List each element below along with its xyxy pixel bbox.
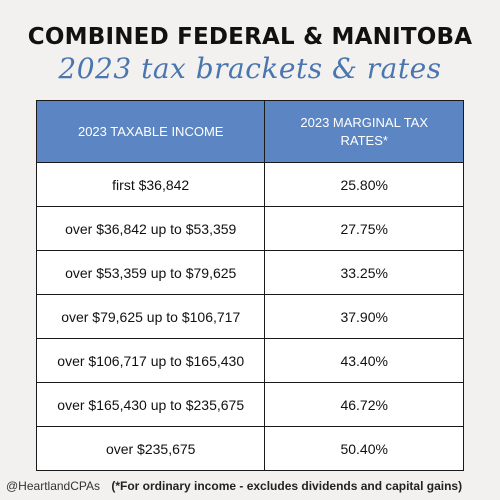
tax-rate-cell: 37.90% [264, 294, 464, 339]
table-row: over $235,675 50.40% [35, 426, 464, 471]
income-bracket-cell: first $36,842 [35, 162, 266, 207]
tax-rate-cell: 27.75% [264, 206, 464, 251]
tax-rate-cell: 25.80% [264, 162, 464, 207]
income-bracket-cell: over $79,625 up to $106,717 [35, 294, 266, 339]
social-handle: @HeartlandCPAs [6, 479, 100, 493]
column-header-marginal-rate: 2023 MARGINAL TAX RATES* [264, 100, 464, 163]
income-bracket-cell: over $235,675 [35, 426, 266, 471]
tax-bracket-table: 2023 TAXABLE INCOME 2023 MARGINAL TAX RA… [35, 100, 464, 471]
table-row: over $36,842 up to $53,359 27.75% [35, 206, 464, 251]
column-header-taxable-income: 2023 TAXABLE INCOME [35, 100, 266, 163]
tax-rate-cell: 33.25% [264, 250, 464, 295]
tax-rate-cell: 50.40% [264, 426, 464, 471]
income-bracket-cell: over $106,717 up to $165,430 [35, 338, 266, 383]
tax-rate-cell: 43.40% [264, 338, 464, 383]
tax-rate-cell: 46.72% [264, 382, 464, 427]
footer: @HeartlandCPAs (*For ordinary income - e… [6, 479, 462, 493]
footnote: (*For ordinary income - excludes dividen… [111, 479, 463, 493]
table-header-row: 2023 TAXABLE INCOME 2023 MARGINAL TAX RA… [35, 100, 464, 163]
table-row: over $79,625 up to $106,717 37.90% [35, 294, 464, 339]
page-title: COMBINED FEDERAL & MANITOBA [27, 24, 473, 50]
page-subtitle: 2023 tax brackets & rates [58, 52, 442, 85]
income-bracket-cell: over $165,430 up to $235,675 [35, 382, 266, 427]
table-row: over $106,717 up to $165,430 43.40% [35, 338, 464, 383]
table-row: over $53,359 up to $79,625 33.25% [35, 250, 464, 295]
table-row: over $165,430 up to $235,675 46.72% [35, 382, 464, 427]
income-bracket-cell: over $53,359 up to $79,625 [35, 250, 266, 295]
table-row: first $36,842 25.80% [35, 162, 464, 207]
income-bracket-cell: over $36,842 up to $53,359 [35, 206, 266, 251]
